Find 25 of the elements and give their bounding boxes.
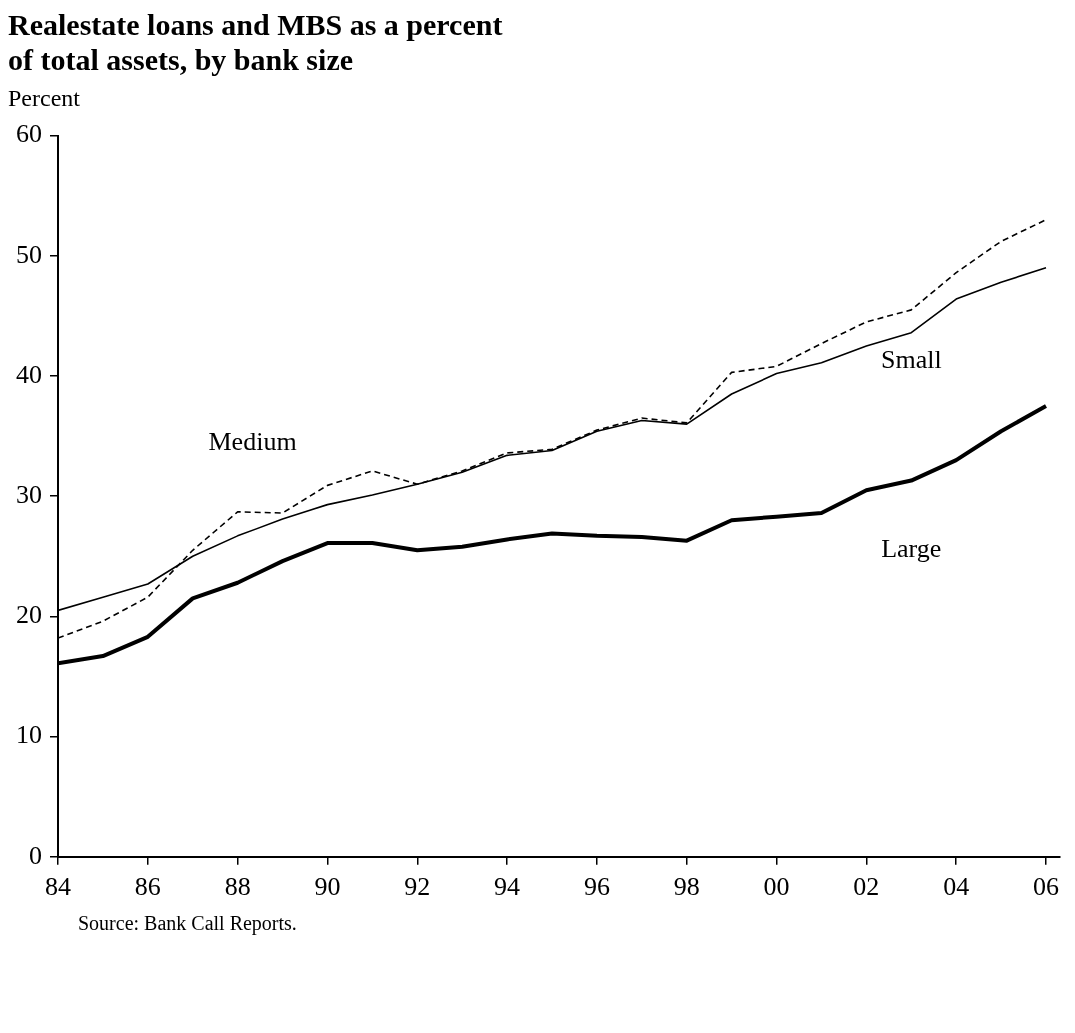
x-tick-label: 04	[943, 872, 970, 902]
series-label: Large	[881, 534, 942, 564]
y-tick-label: 30	[16, 480, 42, 510]
y-tick-label: 10	[16, 720, 42, 750]
x-tick-label: 84	[45, 872, 71, 902]
y-tick-label: 50	[16, 239, 42, 269]
x-tick-label: 00	[763, 872, 790, 902]
x-tick-label: 96	[583, 872, 610, 902]
y-axis-title: Percent	[8, 85, 81, 112]
x-tick-label: 06	[1033, 872, 1059, 902]
series-label: Small	[880, 344, 942, 374]
x-tick-label: 86	[134, 872, 161, 902]
x-tick-label: 92	[404, 872, 431, 902]
source-note: Source: Bank Call Reports.	[78, 912, 298, 935]
x-tick-label: 98	[673, 872, 700, 902]
series-label: Medium	[208, 426, 297, 456]
x-tick-label: 02	[853, 872, 880, 902]
x-tick-label: 94	[494, 872, 521, 902]
y-tick-label: 20	[16, 600, 42, 630]
y-tick-label: 0	[29, 840, 42, 870]
y-tick-label: 60	[16, 119, 42, 149]
chart-title: Realestate loans and MBS as a percent of total assets, by bank size	[8, 8, 504, 77]
x-tick-label: 88	[224, 872, 251, 902]
y-tick-label: 40	[16, 359, 42, 389]
x-tick-label: 90	[314, 872, 341, 902]
